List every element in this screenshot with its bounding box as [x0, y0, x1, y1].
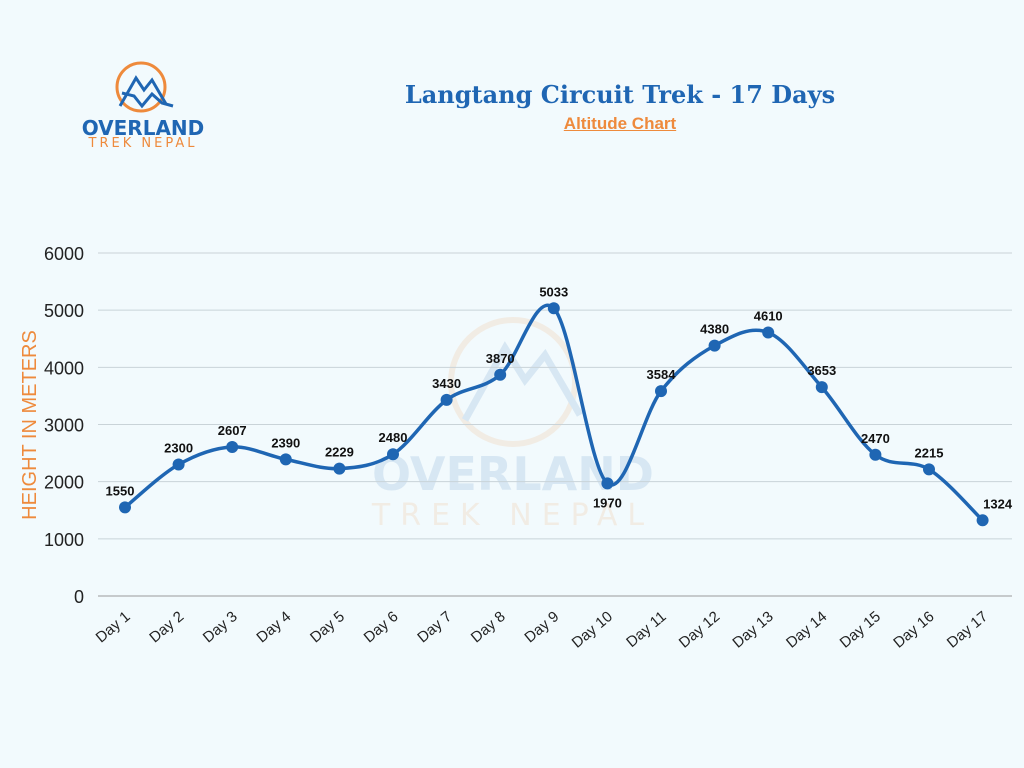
mountain-logo-icon — [115, 61, 174, 113]
data-point — [333, 462, 346, 475]
brand-tagline: TREK NEPAL — [88, 136, 198, 151]
x-tick-label: Day 15 — [837, 608, 884, 652]
data-point — [976, 514, 989, 527]
x-tick-label: Day 11 — [623, 608, 669, 651]
data-label: 1324 — [983, 496, 1013, 511]
y-tick-label: 2000 — [44, 473, 84, 493]
x-tick-label: Day 12 — [676, 608, 723, 652]
x-tick-label: Day 10 — [569, 608, 616, 652]
x-tick-label: Day 17 — [944, 608, 991, 652]
chart-title: Langtang Circuit Trek - 17 Days — [404, 80, 836, 109]
data-point — [172, 458, 185, 471]
x-tick-label: Day 5 — [307, 608, 348, 646]
data-label: 2480 — [379, 430, 408, 445]
data-label: 4380 — [700, 322, 729, 337]
x-tick-label: Day 13 — [729, 608, 776, 652]
data-label: 3584 — [647, 367, 677, 382]
watermark-word: OVERLAND — [372, 447, 654, 501]
watermark-logo: OVERLAND TREK NEPAL — [371, 317, 654, 533]
data-label: 3430 — [432, 376, 461, 391]
data-point — [923, 463, 935, 476]
y-tick-label: 6000 — [44, 244, 84, 264]
x-tick-label: Day 4 — [253, 608, 294, 646]
x-tick-label: Day 16 — [890, 608, 937, 652]
brand-logo: OVERLAND TREK NEPAL — [78, 58, 208, 153]
data-point — [119, 501, 131, 514]
data-point — [279, 453, 292, 466]
data-label: 1550 — [106, 483, 135, 498]
x-tick-label: Day 9 — [521, 608, 562, 646]
y-tick-label: 1000 — [44, 530, 84, 550]
data-point — [762, 326, 775, 339]
data-point — [226, 440, 239, 453]
data-label: 3653 — [807, 363, 836, 378]
data-point — [440, 393, 453, 406]
x-tick-label: Day 14 — [783, 608, 830, 652]
y-tick-label: 4000 — [44, 358, 84, 378]
data-point — [869, 448, 882, 461]
y-axis-label: HEIGHT IN METERS — [19, 330, 41, 520]
data-label: 2470 — [861, 431, 890, 446]
y-tick-label: 3000 — [44, 416, 84, 436]
data-label: 2229 — [325, 445, 354, 460]
data-label: 2607 — [218, 423, 247, 438]
x-tick-label: Day 2 — [146, 608, 187, 646]
watermark-tagline: TREK NEPAL — [371, 498, 654, 533]
x-tick-label: Day 1 — [93, 608, 134, 646]
chart-subtitle: Altitude Chart — [563, 114, 677, 133]
data-label: 3870 — [486, 351, 515, 366]
data-point — [601, 477, 614, 490]
x-tick-label: Day 6 — [361, 608, 402, 646]
data-point — [494, 368, 507, 381]
data-label: 2390 — [271, 435, 300, 450]
x-tick-label: Day 7 — [414, 608, 455, 646]
data-point — [708, 339, 721, 352]
data-label: 4610 — [754, 308, 783, 323]
y-tick-label: 5000 — [44, 301, 84, 321]
brand-name: OVERLAND — [81, 116, 205, 140]
data-label: 1970 — [593, 495, 622, 510]
x-tick-label: Day 3 — [200, 608, 241, 646]
data-label: 2215 — [915, 445, 944, 460]
data-label: 2300 — [164, 441, 193, 456]
data-label: 5033 — [539, 284, 568, 299]
data-point — [655, 385, 667, 398]
data-point — [815, 381, 828, 394]
data-point — [387, 448, 399, 461]
y-tick-label: 0 — [74, 587, 84, 607]
x-tick-label: Day 8 — [468, 608, 509, 646]
data-point — [547, 302, 560, 315]
